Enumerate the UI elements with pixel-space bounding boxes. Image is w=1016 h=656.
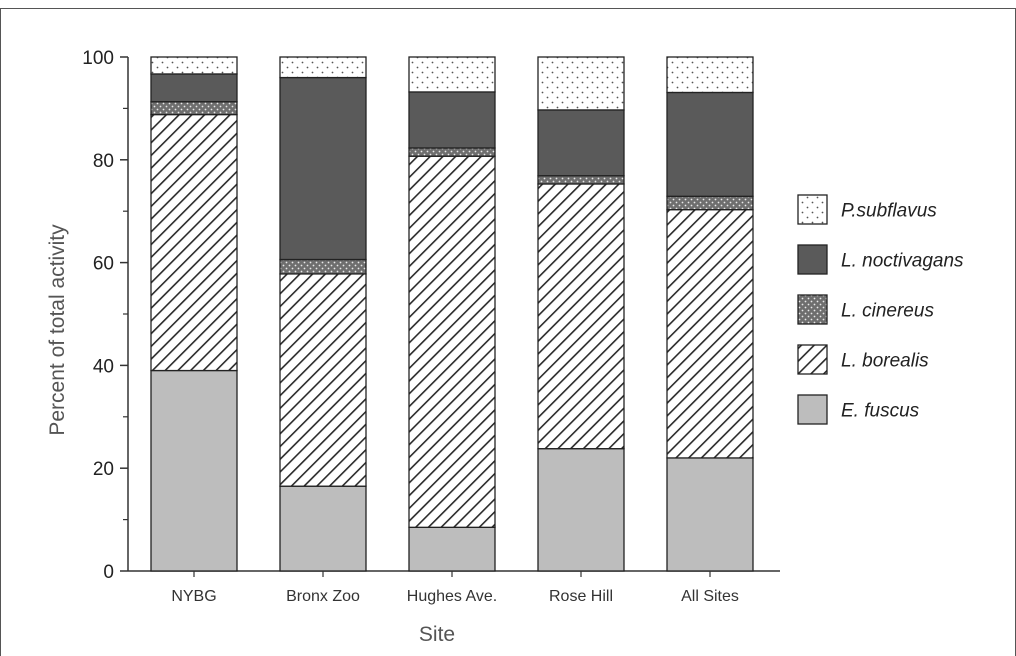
legend-item: E. fuscus [797,394,920,425]
bar-segment [537,56,625,111]
bar-segment [150,56,238,75]
bar-segment [279,485,367,572]
bar-segment [408,155,496,528]
bar-segment [150,113,238,372]
legend-label: P.subflavus [841,201,937,222]
x-tick-label: NYBG [171,588,216,605]
legend-item: L. noctivagans [797,244,964,275]
legend-label: L. cinereus [841,301,934,322]
bar-segment [279,258,367,275]
x-axis-title: Site [419,623,455,646]
bar-segment [537,175,625,185]
bar-segment [666,56,754,94]
y-tick-label: 20 [93,459,114,480]
x-tick-label: Hughes Ave. [407,588,497,605]
y-tick-label: 0 [103,562,114,583]
bar-segment [279,56,367,79]
bar-segment [666,457,754,572]
bar-segment [150,101,238,116]
y-tick-label: 60 [93,254,114,275]
bar-segment [537,183,625,450]
bar-segment [279,273,367,487]
bar-segment [408,147,496,157]
legend-item: L. cinereus [797,294,934,325]
legend-swatch [797,244,828,275]
legend-item: L. borealis [797,344,929,375]
y-tick-label: 40 [93,356,114,377]
bar-segment [408,526,496,572]
legend-label: L. noctivagans [841,251,964,272]
legend-swatch [797,344,828,375]
bar-stack [150,56,238,572]
legend: P.subflavus L. noctivagans L. cinereus L. b… [797,194,964,425]
y-tick-label: 80 [93,151,114,172]
bar-stack [408,56,496,572]
bar-segment [666,91,754,197]
legend-swatch [797,394,828,425]
y-tick-label: 100 [82,48,114,69]
bar-stack [537,56,625,572]
bar-segment [537,448,625,572]
bar-stack [279,56,367,572]
x-tick-label: All Sites [681,588,739,605]
bar-segment [150,73,238,103]
bar-stack [666,56,754,572]
legend-label: L. borealis [841,351,929,372]
legend-label: E. fuscus [841,401,920,422]
legend-swatch [797,194,828,225]
y-axis-title: Percent of total activity [46,224,69,436]
x-tick-label: Bronx Zoo [286,588,360,605]
legend-swatch [797,294,828,325]
bar-segment [666,209,754,459]
bar-segment [408,56,496,93]
legend-item: P.subflavus [797,194,937,225]
x-tick-label: Rose Hill [549,588,613,605]
bar-segment [150,369,238,572]
plot-area: 0 20 40 60 80 100 NYBG Bronx Zoo Hughes Ave. Rose… [82,48,780,605]
bar-segment [537,109,625,177]
bar-segment [666,195,754,211]
bar-segment [408,91,496,149]
bar-segment [279,76,367,261]
